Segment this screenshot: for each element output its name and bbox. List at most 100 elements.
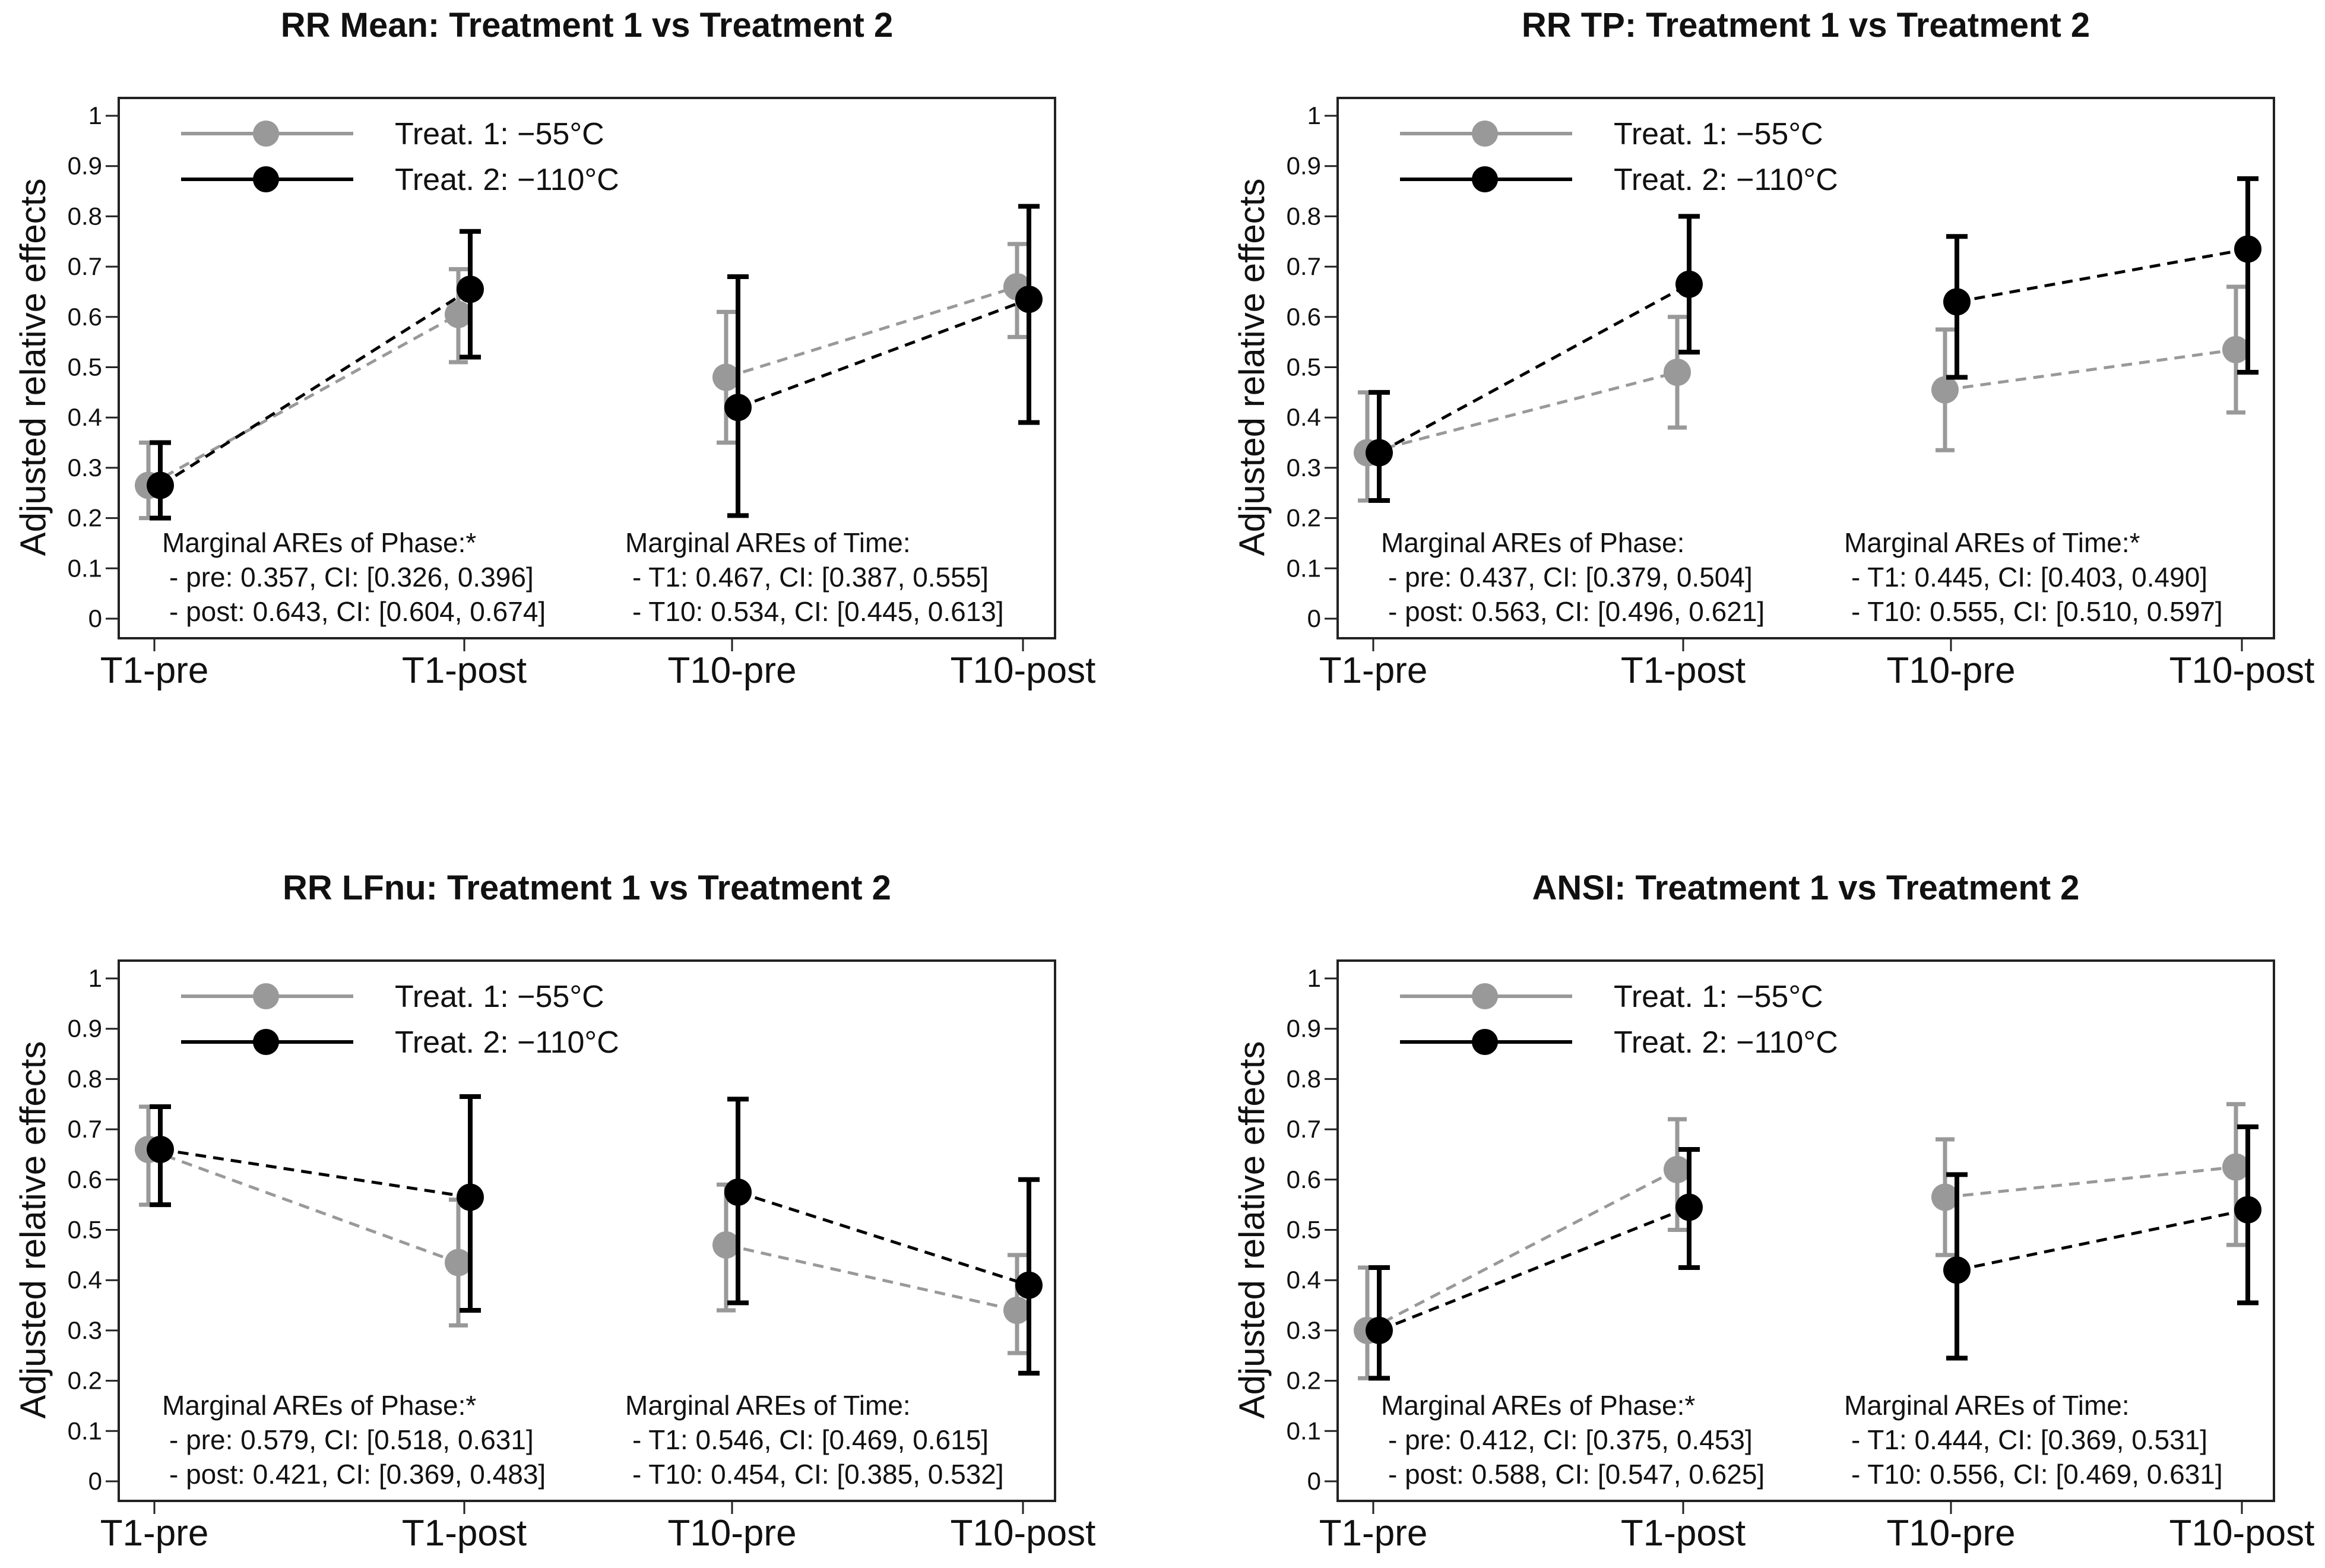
legend-label: Treat. 1: −55°C <box>1614 117 1823 151</box>
y-tick-label: 0.5 <box>1287 353 1321 381</box>
y-tick-label: 0.3 <box>68 1316 102 1344</box>
annotation-line: - T10: 0.454, CI: [0.385, 0.532] <box>632 1459 1004 1490</box>
series-connector-line <box>1367 370 1678 454</box>
y-tick-label: 0.1 <box>1287 1417 1321 1445</box>
x-tick-label: T10-post <box>2169 650 2315 691</box>
series-2 <box>1366 176 2261 503</box>
series-connector-line <box>160 1148 471 1199</box>
annotation-block: Marginal AREs of Phase:* - pre: 0.357, CI… <box>162 527 546 627</box>
annotation-line: - post: 0.643, CI: [0.604, 0.674] <box>169 596 546 627</box>
data-point <box>1931 1183 1959 1211</box>
data-point <box>1366 439 1393 467</box>
legend-marker <box>253 983 279 1009</box>
data-point <box>712 363 740 391</box>
series-1 <box>1354 1102 2250 1380</box>
legend-label: Treat. 2: −110°C <box>395 163 619 197</box>
x-tick-label: T1-post <box>402 650 527 691</box>
data-point <box>712 1231 740 1259</box>
y-tick-label: 0.8 <box>1287 1065 1321 1092</box>
x-tick-label: T10-post <box>951 650 1096 691</box>
series-connector-line <box>737 1190 1030 1287</box>
data-point <box>147 471 174 499</box>
annotation-heading: Marginal AREs of Time: <box>625 1390 911 1421</box>
legend-label: Treat. 1: −55°C <box>395 117 604 151</box>
annotation-line: - T10: 0.534, CI: [0.445, 0.613] <box>632 596 1004 627</box>
annotation-heading: Marginal AREs of Phase:* <box>162 527 476 558</box>
y-tick-label: 0.3 <box>1287 454 1321 482</box>
legend-label: Treat. 2: −110°C <box>1614 1025 1838 1060</box>
chart-panel-2: RR TP: Treatment 1 vs Treatment 2 0 0.1 0.2… <box>1232 6 2314 691</box>
data-point <box>1366 1316 1393 1344</box>
data-point <box>2222 1153 2250 1181</box>
y-tick-label: 0.9 <box>1287 152 1321 180</box>
annotation-block: Marginal AREs of Phase: - pre: 0.437, CI:… <box>1381 527 1765 627</box>
x-tick-label: T1-pre <box>1319 1513 1428 1554</box>
series-connector-line <box>726 1243 1018 1312</box>
data-point <box>445 1249 472 1276</box>
legend-marker <box>253 121 279 147</box>
series-2 <box>1366 1124 2261 1381</box>
series-connector-line <box>726 285 1018 379</box>
annotation-line: - pre: 0.357, CI: [0.326, 0.396] <box>169 562 534 593</box>
y-tick-label: 0.7 <box>68 1115 102 1143</box>
chart-title: RR TP: Treatment 1 vs Treatment 2 <box>1522 6 2090 45</box>
data-point <box>724 394 752 422</box>
series-connector-line <box>1944 348 2237 392</box>
y-tick-label: 0 <box>88 1467 102 1495</box>
series-connector-line <box>159 288 471 487</box>
annotation-heading: Marginal AREs of Phase:* <box>162 1390 476 1421</box>
annotation-line: - post: 0.563, CI: [0.496, 0.621] <box>1388 596 1765 627</box>
data-point <box>445 300 472 328</box>
data-point <box>2222 335 2250 363</box>
y-axis-label: Adjusted relative effects <box>1232 179 1272 556</box>
data-point <box>1675 1193 1703 1221</box>
data-point <box>1664 358 1691 386</box>
y-tick-label: 1 <box>88 102 102 129</box>
y-tick-label: 0.5 <box>1287 1216 1321 1244</box>
legend-marker <box>1472 166 1498 192</box>
y-tick-label: 0.2 <box>1287 504 1321 532</box>
data-point <box>1943 288 1971 316</box>
annotation-line: - pre: 0.412, CI: [0.375, 0.453] <box>1388 1424 1753 1455</box>
legend-marker <box>1472 983 1498 1009</box>
legend-marker <box>1472 121 1498 147</box>
x-tick-label: T1-post <box>1621 650 1746 691</box>
annotation-block: Marginal AREs of Time:* - T1: 0.445, CI: … <box>1844 527 2223 627</box>
y-tick-label: 0.6 <box>1287 303 1321 331</box>
series-connector-line <box>737 297 1030 409</box>
data-point <box>457 1183 484 1211</box>
legend-marker <box>1472 1029 1498 1055</box>
annotation-line: - pre: 0.437, CI: [0.379, 0.504] <box>1388 562 1753 593</box>
chart-title: RR LFnu: Treatment 1 vs Treatment 2 <box>283 869 891 907</box>
y-tick-label: 0.4 <box>1287 403 1321 431</box>
data-point <box>2234 1196 2261 1224</box>
y-tick-label: 0.6 <box>68 303 102 331</box>
x-tick-label: T10-post <box>2169 1513 2315 1554</box>
y-tick-label: 0 <box>88 604 102 632</box>
y-tick-label: 0.9 <box>68 152 102 180</box>
chart-title: RR Mean: Treatment 1 vs Treatment 2 <box>281 6 893 45</box>
y-tick-label: 0.2 <box>68 1367 102 1395</box>
x-tick-label: T1-post <box>402 1513 527 1554</box>
series-connector-line <box>1944 1165 2237 1199</box>
annotation-line: - T1: 0.467, CI: [0.387, 0.555] <box>632 562 989 593</box>
annotation-line: - post: 0.588, CI: [0.547, 0.625] <box>1388 1459 1765 1490</box>
annotation-heading: Marginal AREs of Time:* <box>1844 527 2140 558</box>
y-tick-label: 0.4 <box>68 403 102 431</box>
legend-label: Treat. 2: −110°C <box>395 1025 619 1060</box>
series-connector-line <box>1379 1206 1690 1332</box>
y-tick-label: 0.1 <box>68 1417 102 1445</box>
series-2 <box>147 204 1043 521</box>
annotation-line: - T1: 0.444, CI: [0.369, 0.531] <box>1851 1424 2207 1455</box>
y-tick-label: 0.8 <box>68 202 102 230</box>
series-1 <box>135 1104 1031 1355</box>
y-tick-label: 0.5 <box>68 1216 102 1244</box>
legend-label: Treat. 1: −55°C <box>395 980 604 1014</box>
data-point <box>2234 235 2261 263</box>
series-connector-line <box>148 1148 459 1264</box>
y-tick-label: 0.7 <box>1287 1115 1321 1143</box>
y-tick-label: 0.6 <box>1287 1165 1321 1193</box>
legend-marker <box>253 1029 279 1055</box>
series-connector-line <box>1378 283 1690 454</box>
